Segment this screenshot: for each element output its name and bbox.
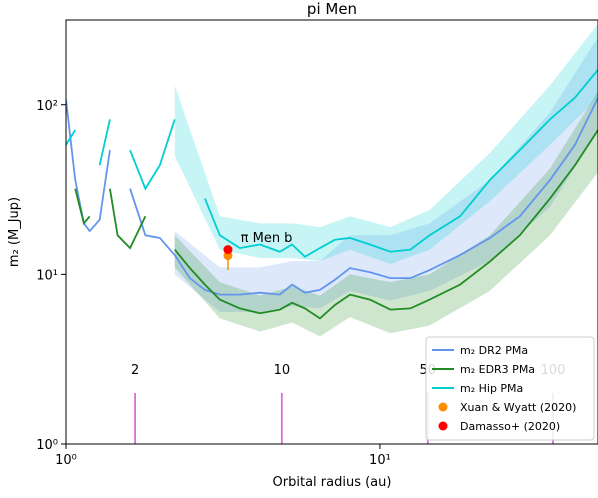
x-tick-label: 10¹	[369, 453, 391, 468]
marker-label: 2	[131, 363, 139, 378]
y-tick-label: 10²	[36, 99, 58, 114]
series-line	[74, 129, 598, 320]
marker-label: 10	[274, 363, 291, 378]
legend-swatch	[438, 402, 448, 412]
legend-box	[425, 336, 595, 441]
y-tick-label: 10¹	[36, 268, 58, 283]
legend-swatch	[438, 421, 448, 431]
chart-title: pi Men	[307, 0, 357, 18]
y-tick-label: 10⁰	[36, 438, 58, 453]
legend: m₂ DR2 PMa m₂ EDR3 PMa m₂ Hip PMa Xuan & Wy…	[425, 336, 595, 441]
series-line	[66, 97, 598, 296]
axes-frame	[65, 19, 598, 445]
annotation: π Men b	[241, 231, 293, 246]
legend-label: m₂ EDR3 PMa	[460, 363, 535, 376]
uncertainty-band	[174, 37, 598, 313]
legend-label: Xuan & Wyatt (2020)	[460, 401, 576, 414]
uncertainty-band	[174, 91, 598, 337]
legend-label: m₂ DR2 PMa	[460, 344, 528, 357]
legend-label: m₂ Hip PMa	[460, 382, 523, 395]
data-point	[223, 245, 233, 255]
x-tick-label: 10⁰	[55, 453, 77, 468]
uncertainty-band	[174, 23, 598, 265]
legend-label: Damasso+ (2020)	[460, 420, 560, 433]
series-line	[66, 69, 598, 258]
y-axis-label: m₂ (M_Jup)	[7, 197, 22, 267]
x-axis-label: Orbital radius (au)	[273, 475, 392, 490]
